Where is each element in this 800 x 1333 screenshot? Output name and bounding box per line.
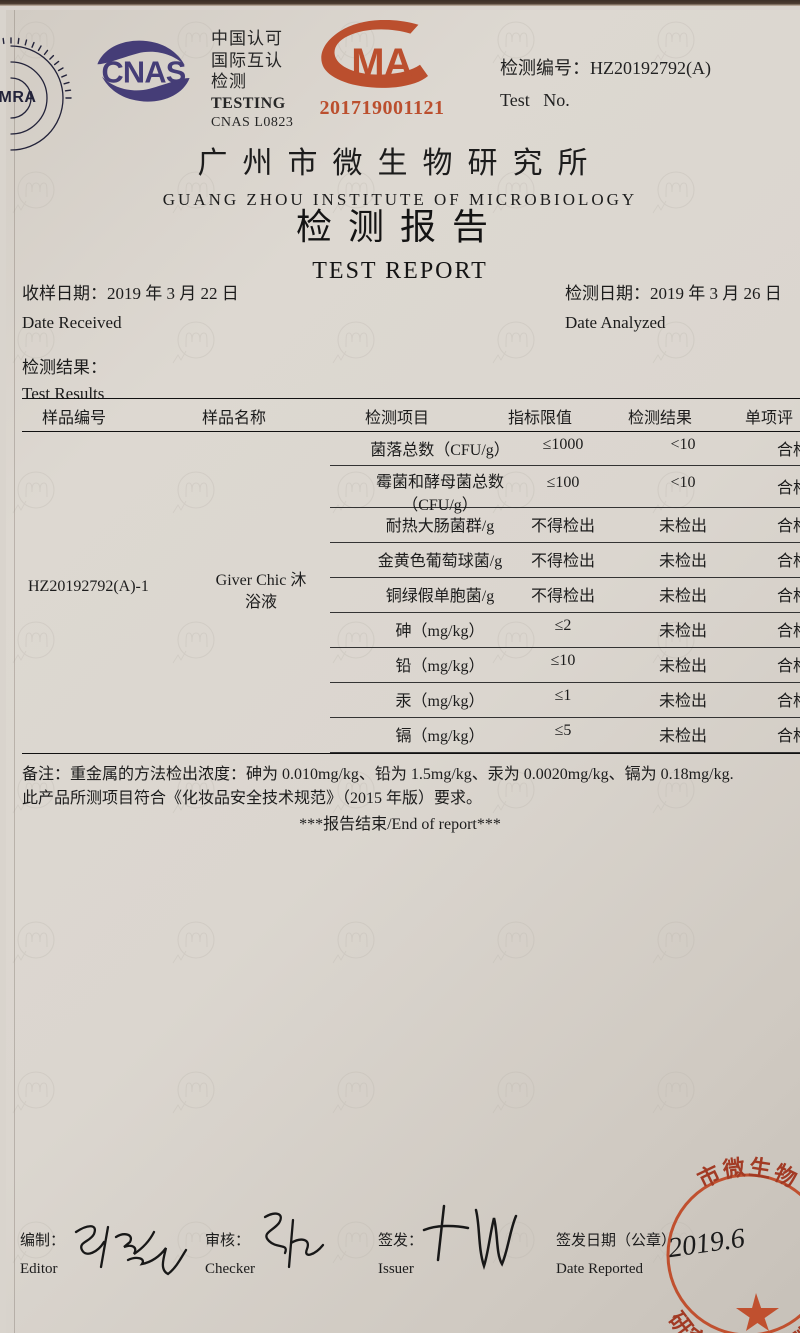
svg-text:市微生物: 市微生物: [694, 1154, 800, 1192]
svg-text:MA: MA: [351, 41, 412, 85]
svg-text:CNAS: CNAS: [102, 55, 186, 90]
svg-text:C MRA: C MRA: [0, 89, 36, 106]
